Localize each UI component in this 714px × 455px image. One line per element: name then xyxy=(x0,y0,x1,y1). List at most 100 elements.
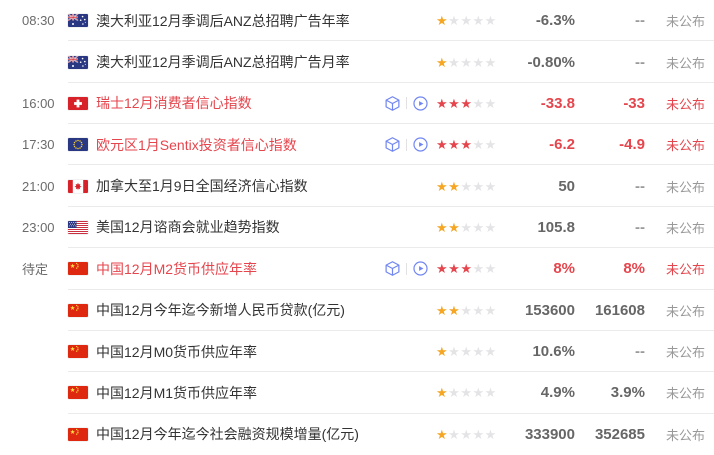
event-name[interactable]: 中国12月M2货币供应年率 xyxy=(96,260,258,277)
previous-value: 10.6% xyxy=(532,343,575,361)
star-icon: ★ xyxy=(484,344,497,360)
data-cube-icon[interactable] xyxy=(384,136,401,153)
actual-value: 未公布 xyxy=(665,262,705,278)
actual-value: 未公布 xyxy=(665,345,705,361)
importance-rating: ★★★★★ xyxy=(436,56,502,69)
media-icon-divider xyxy=(406,262,407,275)
star-icon: ★ xyxy=(436,13,449,29)
previous-value: 8% xyxy=(553,260,575,278)
star-icon: ★ xyxy=(436,261,449,277)
actual-value: 未公布 xyxy=(665,179,705,195)
star-icon: ★ xyxy=(436,426,449,442)
star-icon: ★ xyxy=(448,261,461,277)
flag-canada-icon xyxy=(68,179,88,193)
event-time: 16:00 xyxy=(22,95,55,111)
star-icon: ★ xyxy=(484,261,497,277)
actual-value: 未公布 xyxy=(665,386,705,402)
actual-value: 未公布 xyxy=(665,96,705,112)
importance-rating: ★★★★★ xyxy=(436,304,502,317)
media-icon-divider xyxy=(406,97,407,110)
event-name[interactable]: 瑞士12月消费者信心指数 xyxy=(96,95,252,112)
calendar-row[interactable]: 16:00 瑞士12月消费者信心指数 ★★★★★ -33.8 -33 未公布 xyxy=(0,82,714,125)
star-icon: ★ xyxy=(484,426,497,442)
star-icon: ★ xyxy=(472,385,485,401)
star-icon: ★ xyxy=(472,344,485,360)
forecast-value: -- xyxy=(635,218,645,236)
data-cube-icon[interactable] xyxy=(384,95,401,112)
star-icon: ★ xyxy=(436,219,449,235)
calendar-row[interactable]: 中国12月M0货币供应年率 ★★★★★ 10.6% -- 未公布 xyxy=(0,330,714,373)
event-time: 21:00 xyxy=(22,178,55,194)
event-time: 23:00 xyxy=(22,219,55,235)
actual-value: 未公布 xyxy=(665,55,705,71)
flag-switzerland-icon xyxy=(68,96,88,110)
calendar-row[interactable]: 中国12月今年迄今社会融资规模增量(亿元) ★★★★★ 333900 35268… xyxy=(0,413,714,455)
event-name[interactable]: 欧元区1月Sentix投资者信心指数 xyxy=(96,136,297,153)
country-flag-cell xyxy=(68,14,96,28)
video-play-icon[interactable] xyxy=(412,136,429,153)
calendar-row[interactable]: 23:00 美国12月谘商会就业趋势指数 ★★★★★ 105.8 -- 未公布 xyxy=(0,206,714,249)
star-icon: ★ xyxy=(448,137,461,153)
event-time: 待定 xyxy=(22,262,49,278)
star-icon: ★ xyxy=(460,137,473,153)
country-flag-cell xyxy=(68,262,96,276)
video-play-icon[interactable] xyxy=(412,260,429,277)
calendar-row[interactable]: 08:30 澳大利亚12月季调后ANZ总招聘广告年率 ★★★★★ -6.3% -… xyxy=(0,0,714,42)
event-name[interactable]: 中国12月今年迄今社会融资规模增量(亿元) xyxy=(96,426,359,443)
star-icon: ★ xyxy=(460,219,473,235)
actual-value: 未公布 xyxy=(665,14,705,30)
actual-value: 未公布 xyxy=(665,427,705,443)
star-icon: ★ xyxy=(472,95,485,111)
event-name[interactable]: 中国12月M0货币供应年率 xyxy=(96,343,258,360)
importance-rating: ★★★★★ xyxy=(436,428,502,441)
event-name[interactable]: 中国12月今年迄今新增人民币贷款(亿元) xyxy=(96,302,345,319)
event-name[interactable]: 澳大利亚12月季调后ANZ总招聘广告年率 xyxy=(96,12,350,29)
calendar-row[interactable]: 中国12月今年迄今新增人民币贷款(亿元) ★★★★★ 153600 161608… xyxy=(0,289,714,332)
calendar-row[interactable]: 待定 中国12月M2货币供应年率 ★★★★★ 8% 8% 未公布 xyxy=(0,248,714,290)
star-icon: ★ xyxy=(436,344,449,360)
star-icon: ★ xyxy=(484,385,497,401)
star-icon: ★ xyxy=(484,54,497,70)
previous-value: 333900 xyxy=(524,425,575,443)
media-icons-cell xyxy=(384,136,436,153)
media-icons-cell xyxy=(384,260,436,277)
star-icon: ★ xyxy=(448,344,461,360)
calendar-row[interactable]: 澳大利亚12月季调后ANZ总招聘广告月率 ★★★★★ -0.80% -- 未公布 xyxy=(0,41,714,84)
star-icon: ★ xyxy=(484,95,497,111)
country-flag-cell xyxy=(68,55,96,69)
star-icon: ★ xyxy=(448,385,461,401)
event-name[interactable]: 中国12月M1货币供应年率 xyxy=(96,384,258,401)
data-cube-icon[interactable] xyxy=(384,260,401,277)
star-icon: ★ xyxy=(448,219,461,235)
star-icon: ★ xyxy=(460,344,473,360)
previous-value: 4.9% xyxy=(540,384,575,402)
star-icon: ★ xyxy=(472,54,485,70)
previous-value: 153600 xyxy=(524,301,575,319)
flag-china-icon xyxy=(68,386,88,400)
forecast-value: 352685 xyxy=(594,425,645,443)
star-icon: ★ xyxy=(472,426,485,442)
calendar-row[interactable]: 中国12月M1货币供应年率 ★★★★★ 4.9% 3.9% 未公布 xyxy=(0,372,714,414)
video-play-icon[interactable] xyxy=(412,95,429,112)
flag-china-icon xyxy=(68,345,88,359)
forecast-value: 161608 xyxy=(594,301,645,319)
calendar-row[interactable]: 17:30 欧元区1月Sentix投资者信心指数 ★★★★★ -6.2 -4.9… xyxy=(0,124,714,166)
star-icon: ★ xyxy=(448,426,461,442)
star-icon: ★ xyxy=(436,54,449,70)
country-flag-cell xyxy=(68,96,96,110)
flag-eu-icon xyxy=(68,138,88,152)
event-name[interactable]: 加拿大至1月9日全国经济信心指数 xyxy=(96,178,308,195)
star-icon: ★ xyxy=(448,302,461,318)
flag-china-icon xyxy=(68,427,88,441)
event-name[interactable]: 美国12月谘商会就业趋势指数 xyxy=(96,219,280,236)
event-name[interactable]: 澳大利亚12月季调后ANZ总招聘广告月率 xyxy=(96,54,350,71)
calendar-row[interactable]: 21:00 加拿大至1月9日全国经济信心指数 ★★★★★ 50 -- 未公布 xyxy=(0,165,714,208)
forecast-value: -- xyxy=(635,53,645,71)
importance-rating: ★★★★★ xyxy=(436,386,502,399)
actual-value: 未公布 xyxy=(665,220,705,236)
star-icon: ★ xyxy=(436,137,449,153)
flag-china-icon xyxy=(68,262,88,276)
flag-australia-icon xyxy=(68,14,88,28)
star-icon: ★ xyxy=(436,95,449,111)
